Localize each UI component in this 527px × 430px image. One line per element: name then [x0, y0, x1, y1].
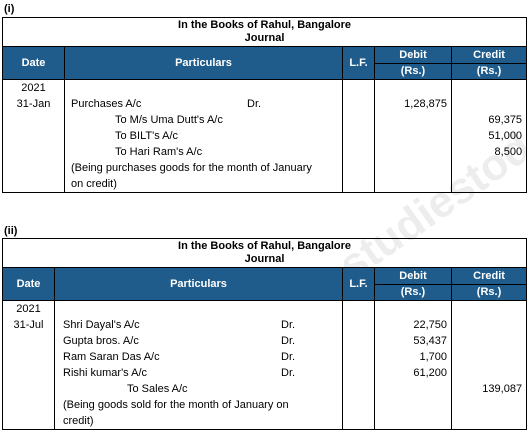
debit-amount: 1,700	[419, 351, 447, 363]
particulars-cell: Shri Dayal's A/c Dr. Gupta bros. A/c Dr. R…	[54, 300, 343, 430]
particular-line: To BILT's A/c	[115, 130, 179, 142]
credit-cell: 69,375 51,000 8,500	[450, 79, 527, 193]
debit-unit: (Rs.)	[374, 62, 452, 80]
debit-amount: 22,750	[413, 319, 447, 331]
date-header: Date	[2, 46, 65, 80]
narration-line: (Being goods sold for the month of Janua…	[63, 399, 289, 411]
journal-subtitle: Journal	[244, 253, 285, 265]
debit-amount: 1,28,875	[404, 98, 447, 110]
date-header: Date	[2, 267, 55, 301]
narration-line: (Being purchases goods for the month of …	[71, 162, 312, 174]
particular-line: To Sales A/c	[127, 383, 188, 395]
journal-label: (i)	[4, 3, 15, 15]
particular-line: To M/s Uma Dutt's A/c	[115, 114, 223, 126]
debit-amount: 61,200	[413, 367, 447, 379]
journal-title-cell: In the Books of Rahul, Bangalore Journal	[1, 238, 527, 268]
credit-amount: 8,500	[494, 146, 523, 158]
journal-label: (ii)	[4, 225, 18, 237]
particular-line: Ram Saran Das A/c Dr.	[63, 351, 296, 363]
lf-header: L.F.	[342, 46, 375, 80]
credit-amount: 69,375	[488, 114, 523, 126]
debit-amount: 53,437	[413, 335, 447, 347]
particular-line: Purchases A/c Dr.	[71, 98, 262, 110]
journal-title: In the Books of Rahul, Bangalore	[178, 19, 352, 31]
particular-line: To Hari Ram's A/c	[115, 146, 203, 158]
narration-line: on credit)	[71, 178, 117, 190]
entry-year: 2021	[21, 82, 46, 94]
debit-header: Debit	[374, 46, 452, 64]
lf-header: L.F.	[342, 267, 375, 301]
credit-cell: 139,087	[450, 300, 527, 430]
journal-title-cell: In the Books of Rahul, Bangalore Journal	[1, 17, 527, 47]
journal-table: In the Books of Rahul, Bangalore Journal…	[1, 238, 527, 430]
narration-line: credit)	[63, 415, 94, 427]
credit-amount: 139,087	[482, 383, 523, 395]
journal-title: In the Books of Rahul, Bangalore	[178, 240, 352, 252]
debit-cell: 1,28,875	[374, 79, 452, 193]
lf-cell	[342, 300, 375, 430]
journal-subtitle: Journal	[244, 32, 285, 44]
debit-unit: (Rs.)	[374, 283, 452, 301]
particular-line: Gupta bros. A/c Dr.	[63, 335, 296, 347]
credit-amount: 51,000	[488, 130, 523, 142]
credit-header: Credit	[450, 267, 527, 285]
particular-line: Rishi kumar's A/c Dr.	[63, 367, 296, 379]
date-cell: 2021 31-Jan	[2, 79, 65, 193]
entry-year: 2021	[16, 303, 41, 315]
credit-unit: (Rs.)	[450, 283, 527, 301]
date-cell: 2021 31-Jul	[2, 300, 55, 430]
credit-header: Credit	[450, 46, 527, 64]
entry-date: 31-Jul	[13, 319, 44, 331]
debit-header: Debit	[374, 267, 452, 285]
debit-cell: 22,750 53,437 1,700 61,200	[374, 300, 452, 430]
particulars-cell: Purchases A/c Dr. To M/s Uma Dutt's A/c T…	[64, 79, 343, 193]
particular-line: Shri Dayal's A/c Dr.	[63, 319, 296, 331]
particulars-header: Particulars	[64, 46, 343, 80]
particulars-header: Particulars	[54, 267, 343, 301]
journal-table: In the Books of Rahul, Bangalore Journal…	[1, 17, 527, 193]
entry-date: 31-Jan	[16, 98, 51, 110]
credit-unit: (Rs.)	[450, 62, 527, 80]
lf-cell	[342, 79, 375, 193]
